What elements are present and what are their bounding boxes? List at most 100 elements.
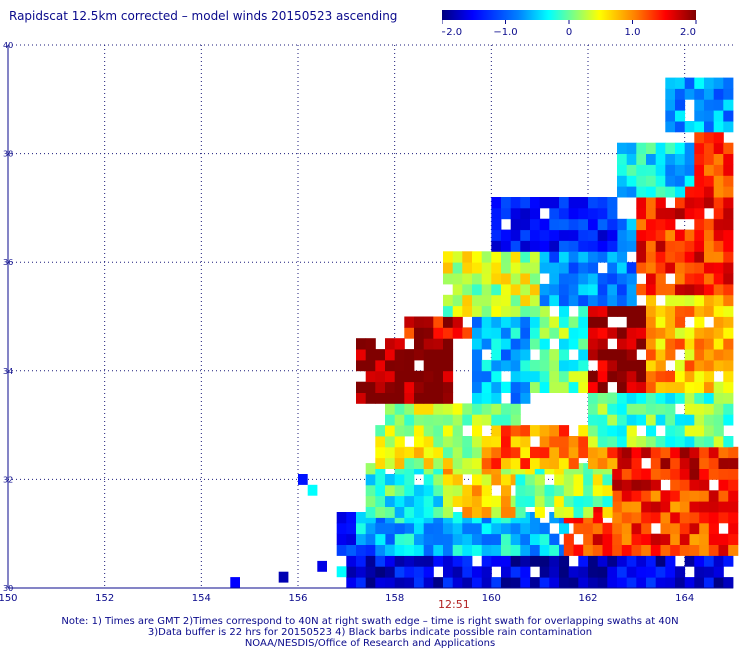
heatmap-cell (549, 381, 560, 393)
heatmap-cell (723, 99, 734, 111)
heatmap-cell (530, 381, 541, 393)
heatmap-cell (655, 305, 666, 317)
heatmap-cell (588, 251, 599, 263)
heatmap-cell (723, 577, 734, 589)
heatmap-cell (713, 142, 724, 154)
heatmap-cell (563, 495, 574, 507)
heatmap-cell (385, 495, 396, 507)
heatmap-cell (501, 436, 512, 448)
heatmap-cell (655, 197, 666, 209)
heatmap-cell (385, 474, 396, 486)
heatmap-cell (520, 381, 531, 393)
heatmap-cell (675, 370, 686, 383)
heatmap-cell (655, 436, 666, 448)
heatmap-cell (559, 522, 570, 535)
heatmap-cell (491, 305, 502, 317)
heatmap-cell (525, 495, 536, 507)
heatmap-cell (423, 436, 434, 448)
heatmap-cell (631, 479, 642, 491)
heatmap-cell (481, 251, 492, 263)
heatmap-cell (607, 229, 618, 241)
heatmap-cell (404, 484, 415, 497)
heatmap-cell (346, 577, 357, 589)
heatmap-cell (385, 370, 396, 383)
heatmap-cell (481, 566, 492, 578)
heatmap-cell (481, 436, 492, 448)
heatmap-cell (636, 392, 647, 404)
heatmap-cell (617, 218, 628, 231)
heatmap-cell (510, 197, 521, 209)
heatmap-cell (704, 77, 715, 89)
heatmap-cell (452, 414, 463, 426)
heatmap-cell (530, 327, 541, 339)
heatmap-cell (549, 359, 560, 372)
heatmap-cell (491, 294, 502, 307)
heatmap-cell (491, 446, 502, 459)
heatmap-cell (607, 555, 618, 567)
heatmap-cell (510, 294, 521, 307)
heatmap-cell (530, 316, 541, 328)
heatmap-cell (423, 392, 434, 404)
heatmap-cell (650, 544, 661, 556)
heatmap-cell (365, 359, 376, 372)
heatmap-cell (684, 338, 695, 350)
heatmap-cell (670, 501, 681, 513)
heatmap-cell (592, 495, 603, 507)
heatmap-cell (501, 425, 512, 437)
heatmap-cell (510, 414, 521, 426)
x-tick-label: 158 (385, 593, 404, 604)
heatmap-cell (602, 522, 613, 535)
heatmap-cell (602, 544, 613, 556)
heatmap-cell (530, 425, 541, 437)
heatmap-cell (636, 164, 647, 176)
heatmap-cell (375, 349, 386, 361)
heatmap-cell (356, 338, 367, 350)
heatmap-cell (684, 327, 695, 339)
heatmap-cell (510, 555, 521, 567)
heatmap-cell (607, 218, 618, 231)
heatmap-cell (423, 533, 434, 545)
heatmap-cell (675, 359, 686, 372)
heatmap-cell (665, 283, 676, 296)
heatmap-cell (588, 305, 599, 317)
heatmap-cell (559, 457, 570, 469)
heatmap-cell (617, 186, 628, 198)
heatmap-cell (452, 555, 463, 567)
heatmap-cell (636, 229, 647, 241)
heatmap-cell (481, 495, 492, 507)
heatmap-cell (423, 370, 434, 383)
heatmap-cell (559, 305, 570, 317)
heatmap-cell (665, 186, 676, 198)
heatmap-cell (679, 479, 690, 491)
heatmap-cell (375, 544, 386, 556)
heatmap-cell (539, 522, 550, 535)
heatmap-cell (554, 484, 565, 497)
heatmap-cell (631, 468, 642, 480)
heatmap-cell (472, 522, 483, 535)
y-tick-label: 36 (3, 258, 13, 267)
heatmap-cell (472, 457, 483, 469)
heatmap-cell (592, 474, 603, 486)
heatmap-cell (713, 283, 724, 296)
heatmap-cell (617, 577, 628, 589)
heatmap-cell (636, 305, 647, 317)
heatmap-cell (462, 283, 473, 296)
heatmap-cell (607, 436, 618, 448)
heatmap-cell (694, 110, 705, 122)
heatmap-cell (385, 381, 396, 393)
heatmap-cell (646, 186, 657, 198)
heatmap-cell (607, 197, 618, 209)
colorbar-tick-label: 0 (566, 27, 572, 38)
heatmap-cell (684, 425, 695, 437)
heatmap-cell (597, 414, 608, 426)
heatmap-cell (636, 338, 647, 350)
heatmap-cell (713, 207, 724, 220)
heatmap-cell (534, 474, 545, 486)
heatmap-cell (539, 425, 550, 437)
heatmap-cell (578, 229, 589, 241)
heatmap-cell (684, 305, 695, 317)
heatmap-cell (530, 338, 541, 350)
heatmap-cell (636, 207, 647, 220)
heatmap-cell (723, 88, 734, 100)
heatmap-cell (530, 370, 541, 383)
